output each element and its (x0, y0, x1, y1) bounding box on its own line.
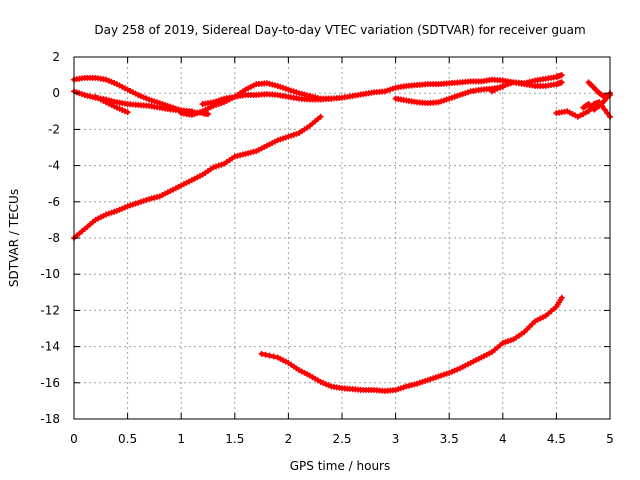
axis-ticks (73, 56, 611, 420)
data-point (258, 350, 265, 357)
y-tick-label: -2 (48, 122, 60, 136)
x-tick-label: 1 (177, 432, 185, 446)
x-tick-label: 2 (285, 432, 293, 446)
x-tick-label: 0 (70, 432, 78, 446)
x-tick-label: 4.5 (547, 432, 566, 446)
data-point (266, 352, 273, 359)
y-tick-label: -8 (48, 231, 60, 245)
data-point (328, 95, 335, 102)
x-tick-label: 2.5 (332, 432, 351, 446)
x-tick-label: 3 (392, 432, 400, 446)
y-tick-label: -4 (48, 159, 60, 173)
data-point (558, 294, 565, 301)
x-tick-labels: 0 0.5 1 1.5 2 2.5 3 3.5 4 4.5 5 (70, 432, 614, 446)
x-tick-label: 1.5 (225, 432, 244, 446)
x-tick-label: 3.5 (440, 432, 459, 446)
data-point (601, 106, 608, 113)
grid-lines (74, 57, 610, 419)
series-arc-5 (199, 91, 335, 108)
data-point (558, 79, 565, 86)
x-tick-label: 5 (606, 432, 614, 446)
y-tick-label: -10 (40, 267, 60, 281)
x-tick-label: 0.5 (118, 432, 137, 446)
y-tick-label: -14 (40, 340, 60, 354)
data-point (124, 109, 131, 116)
y-tick-label: 2 (52, 50, 60, 64)
data-point (558, 72, 565, 79)
data-point (270, 353, 277, 360)
data-point (317, 113, 324, 120)
x-tick-label: 4 (499, 432, 507, 446)
x-axis-label: GPS time / hours (290, 459, 391, 473)
data-point (262, 351, 269, 358)
series-arc-11 (71, 113, 324, 241)
data-marks (71, 72, 613, 394)
y-tick-label: 0 (52, 86, 60, 100)
data-point (604, 110, 611, 117)
series-arc-12 (258, 294, 565, 394)
y-tick-label: -18 (40, 412, 60, 426)
y-axis-label: SDTVAR / TECUs (7, 189, 21, 287)
series-arc-3 (92, 93, 131, 116)
y-tick-label: -12 (40, 303, 60, 317)
chart-title: Day 258 of 2019, Sidereal Day-to-day VTE… (94, 23, 585, 37)
y-tick-label: -16 (40, 376, 60, 390)
y-tick-labels: -18 -16 -14 -12 -10 -8 -6 -4 -2 0 2 (40, 50, 60, 426)
data-point (205, 111, 211, 118)
series-arc-7 (489, 79, 565, 95)
y-tick-label: -6 (48, 195, 60, 209)
